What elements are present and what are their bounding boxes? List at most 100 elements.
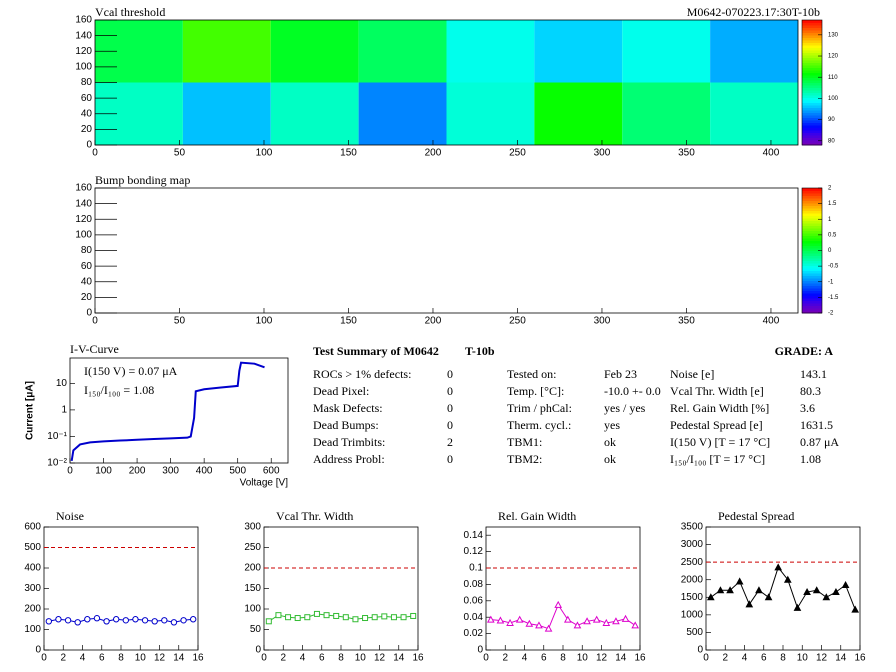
x-tick-label: 4 [742, 653, 748, 664]
y-tick-label: 100 [244, 604, 261, 615]
marker [189, 616, 197, 623]
marker [832, 587, 840, 596]
marker [362, 615, 369, 622]
x-tick-label: 6 [99, 653, 105, 664]
x-tick-label: 400 [196, 466, 213, 477]
heatmap-cell [446, 82, 535, 145]
colorbar-slice [802, 120, 822, 123]
colorbar-tick-label: -0.5 [828, 264, 839, 270]
chart-title: I-V-Curve [70, 342, 119, 356]
marker [745, 600, 754, 608]
x-tick-label: 6 [541, 653, 547, 664]
y-tick-label: 120 [75, 46, 92, 57]
colorbar-slice [802, 303, 822, 306]
colorbar-slice [802, 233, 822, 236]
heatmap-cell [622, 20, 711, 83]
colorbar-tick-label: 2 [828, 186, 832, 192]
colorbar-slice [802, 130, 822, 133]
colorbar-slice [802, 203, 822, 206]
colorbar-slice [802, 82, 822, 86]
summary-value: Feb 23 [604, 367, 637, 381]
x-tick-label: 16 [854, 653, 866, 664]
colorbar-tick-label: 120 [828, 54, 839, 60]
colorbar-slice [802, 308, 822, 311]
marker [716, 586, 725, 594]
colorbar-slice [802, 310, 822, 314]
y-tick-label: 0.1 [469, 563, 483, 574]
marker [573, 621, 582, 629]
colorbar-slice [802, 235, 822, 239]
y-axis-label: Current [μA] [25, 381, 36, 440]
marker [285, 614, 292, 621]
summary-label: Tested on: [507, 367, 556, 381]
colorbar-slice [802, 127, 822, 131]
colorbar-slice [802, 25, 822, 28]
y-tick-label: 60 [81, 261, 93, 272]
y-tick-label: 20 [81, 292, 93, 303]
colorbar-slice [802, 243, 822, 246]
y-tick-label: 0.04 [464, 612, 484, 623]
colorbar-tick-label: 100 [828, 96, 839, 102]
y-tick-label: 10⁻² [47, 458, 67, 469]
y-tick-label: 0.02 [464, 628, 484, 639]
marker [84, 616, 91, 623]
series-line [490, 603, 636, 630]
x-tick-label: 6 [319, 653, 325, 664]
colorbar-slice [802, 258, 822, 261]
colorbar-slice [802, 135, 822, 138]
heatmap-cell [534, 82, 623, 145]
y-tick-label: 250 [244, 542, 261, 553]
marker [304, 614, 311, 621]
marker [390, 614, 397, 621]
colorbar-tick-label: 130 [828, 32, 839, 38]
y-tick-label: 400 [24, 563, 41, 574]
series-line [710, 566, 856, 610]
x-tick-label: 50 [174, 148, 186, 159]
colorbar-slice [802, 255, 822, 259]
colorbar-slice [802, 275, 822, 279]
x-tick-label: 150 [340, 148, 357, 159]
marker [563, 615, 572, 623]
chart-title: Rel. Gain Width [498, 509, 576, 523]
x-tick-label: 16 [634, 653, 646, 664]
marker [841, 580, 850, 588]
colorbar-slice [802, 288, 822, 291]
summary-label: Mask Defects: [313, 401, 383, 415]
x-tick-label: 2 [60, 653, 66, 664]
plot-frame [69, 357, 289, 464]
x-tick-label: 2 [280, 653, 286, 664]
colorbar-slice [802, 260, 822, 264]
colorbar-slice [802, 112, 822, 116]
marker [93, 615, 101, 622]
marker [554, 600, 563, 608]
colorbar-tick-label: 0 [828, 248, 832, 254]
x-tick-label: 0 [67, 466, 73, 477]
colorbar-slice [802, 205, 822, 209]
colorbar-tick-label: 110 [828, 75, 838, 81]
marker [851, 605, 860, 613]
marker [74, 619, 81, 626]
summary-label: I(150 V) [T = 17 °C] [670, 435, 770, 449]
colorbar-slice [802, 105, 822, 108]
marker [592, 615, 601, 623]
colorbar-slice [802, 102, 822, 106]
x-tick-label: 8 [338, 653, 344, 664]
colorbar-slice [802, 228, 822, 231]
colorbar-slice [802, 35, 822, 38]
y-tick-label: 3000 [681, 539, 704, 550]
y-tick-label: 80 [81, 77, 93, 88]
colorbar-slice [802, 75, 822, 78]
colorbar-slice [802, 210, 822, 214]
marker [381, 613, 388, 620]
y-tick-label: 500 [24, 542, 41, 553]
colorbar-slice [802, 50, 822, 53]
x-tick-label: 2 [722, 653, 728, 664]
x-tick-label: 4 [80, 653, 86, 664]
y-tick-label: 160 [75, 183, 92, 194]
colorbar-slice [802, 265, 822, 269]
heatmap-cell [358, 20, 447, 83]
y-tick-label: 2500 [681, 557, 704, 568]
summary-label: Therm. cycl.: [507, 418, 571, 432]
x-tick-label: 50 [174, 316, 186, 327]
summary-value: 0 [447, 367, 453, 381]
